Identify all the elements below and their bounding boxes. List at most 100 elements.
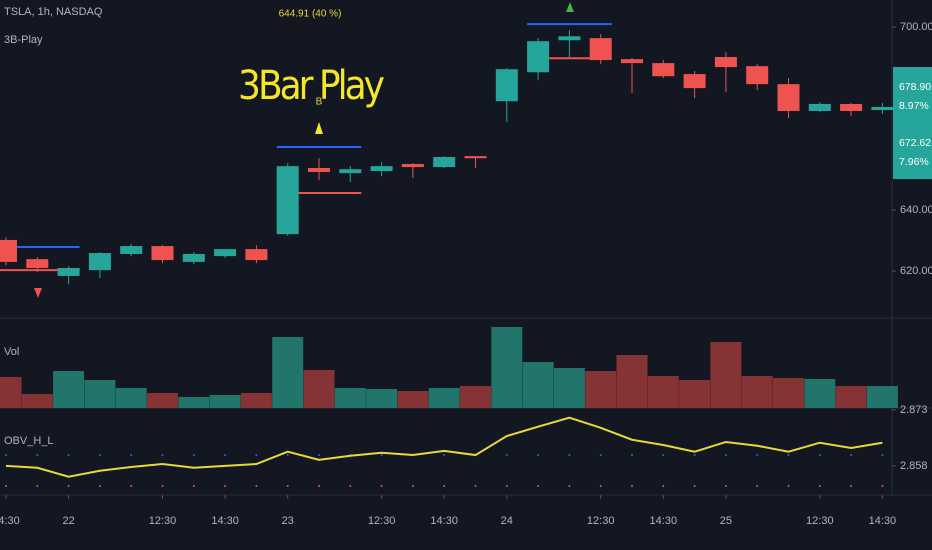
obv-dot: [255, 454, 258, 456]
volume-bar: [366, 389, 398, 408]
obv-dot: [568, 454, 571, 456]
obv-dot: [724, 454, 727, 456]
candle-body: [433, 157, 456, 168]
volume-bar: [303, 370, 335, 408]
x-tick-label: 24: [501, 515, 513, 527]
obv-dot: [568, 485, 571, 487]
obv-dot: [286, 454, 289, 456]
obv-dot: [286, 485, 289, 487]
candle-body: [276, 166, 299, 235]
x-tick-label: 14:30: [650, 515, 678, 527]
indicator-name: 3B-Play: [4, 34, 43, 46]
y-tick-label: 640.00: [900, 204, 932, 216]
annotation: 3Bar Play: [238, 63, 385, 109]
obv-dot: [255, 485, 258, 487]
x-tick-label: 14:30: [0, 515, 20, 527]
candle-body: [308, 167, 330, 172]
obv-dot: [192, 485, 195, 487]
candle-body: [558, 36, 581, 41]
x-tick-label: 22: [62, 515, 74, 527]
volume-bar: [866, 386, 898, 408]
y-tick-label: 620.00: [900, 265, 932, 277]
candle-body: [652, 63, 675, 77]
obv-dot: [224, 454, 227, 456]
obv-dot: [881, 485, 884, 487]
volume-bar: [397, 391, 429, 408]
candle-body: [527, 41, 550, 73]
obv-dot: [756, 454, 759, 456]
obv-dot: [5, 454, 7, 456]
obv-dot: [505, 485, 508, 487]
obv-dot: [881, 454, 884, 456]
candle-body: [120, 246, 143, 254]
obv-dot: [505, 454, 508, 456]
obv-dot: [787, 454, 790, 456]
volume-bar: [522, 362, 554, 408]
obv-dot: [318, 485, 320, 487]
obv-dot: [599, 454, 602, 456]
chart-title: TSLA, 1h, NASDAQ: [4, 6, 103, 18]
volume-bar: [710, 342, 742, 408]
candle-body: [26, 259, 49, 268]
obv-dot: [850, 485, 853, 487]
candle-body: [746, 66, 769, 85]
obv-dot: [818, 485, 821, 487]
candle-body: [871, 107, 894, 111]
obv-dot: [36, 485, 39, 487]
price-badge: [893, 123, 932, 179]
candle-body: [339, 169, 362, 174]
obv-dot: [380, 454, 383, 456]
candle-body: [88, 253, 111, 271]
obv-dot: [380, 485, 383, 487]
sell-triangle: [34, 288, 42, 298]
candle-body: [245, 249, 268, 261]
x-tick-label: 14:30: [430, 515, 458, 527]
buy-triangle: [566, 2, 574, 12]
volume-bar: [209, 395, 241, 408]
candle-body: [777, 84, 800, 111]
candle-body: [0, 239, 17, 262]
obv-dot: [631, 485, 633, 487]
candle-body: [182, 253, 205, 262]
candle-body: [840, 103, 863, 111]
signal-label: 644.91 (40 %): [279, 9, 342, 20]
volume-bar: [115, 388, 147, 408]
candle-body: [214, 249, 237, 257]
candle-body: [57, 267, 80, 276]
obv-dot: [349, 485, 352, 487]
volume-bar: [334, 388, 366, 408]
obv-dot: [599, 485, 602, 487]
volume-bar: [491, 327, 523, 408]
obv-dot: [724, 485, 727, 487]
x-tick-label: 23: [282, 515, 294, 527]
obv-dot: [443, 485, 446, 487]
price-badge-change: 8.97%: [899, 100, 929, 112]
obv-dot: [192, 454, 195, 456]
volume-bar: [240, 393, 272, 408]
x-tick-label: 25: [720, 515, 732, 527]
volume-bar: [773, 378, 804, 408]
volume-bar: [679, 380, 711, 408]
obv-dot: [693, 454, 696, 456]
volume-title: Vol: [4, 346, 19, 358]
obv-title: OBV_H_L: [4, 435, 54, 447]
signal-marker: B: [316, 97, 323, 108]
obv-dot: [98, 485, 101, 487]
obv-dot: [443, 454, 446, 456]
volume-bar: [616, 355, 648, 408]
obv-dot: [130, 454, 133, 456]
obv-dot: [662, 485, 665, 487]
obv-dot: [537, 485, 540, 487]
volume-bar: [835, 386, 867, 408]
obv-dot: [36, 454, 39, 456]
volume-bar: [53, 371, 85, 408]
x-tick-label: 12:30: [368, 515, 396, 527]
obv-dot: [693, 485, 696, 487]
x-tick-label: 14:30: [211, 515, 239, 527]
x-tick-label: 12:30: [587, 515, 615, 527]
volume-bar: [804, 379, 836, 408]
x-tick-label: 12:30: [149, 515, 177, 527]
